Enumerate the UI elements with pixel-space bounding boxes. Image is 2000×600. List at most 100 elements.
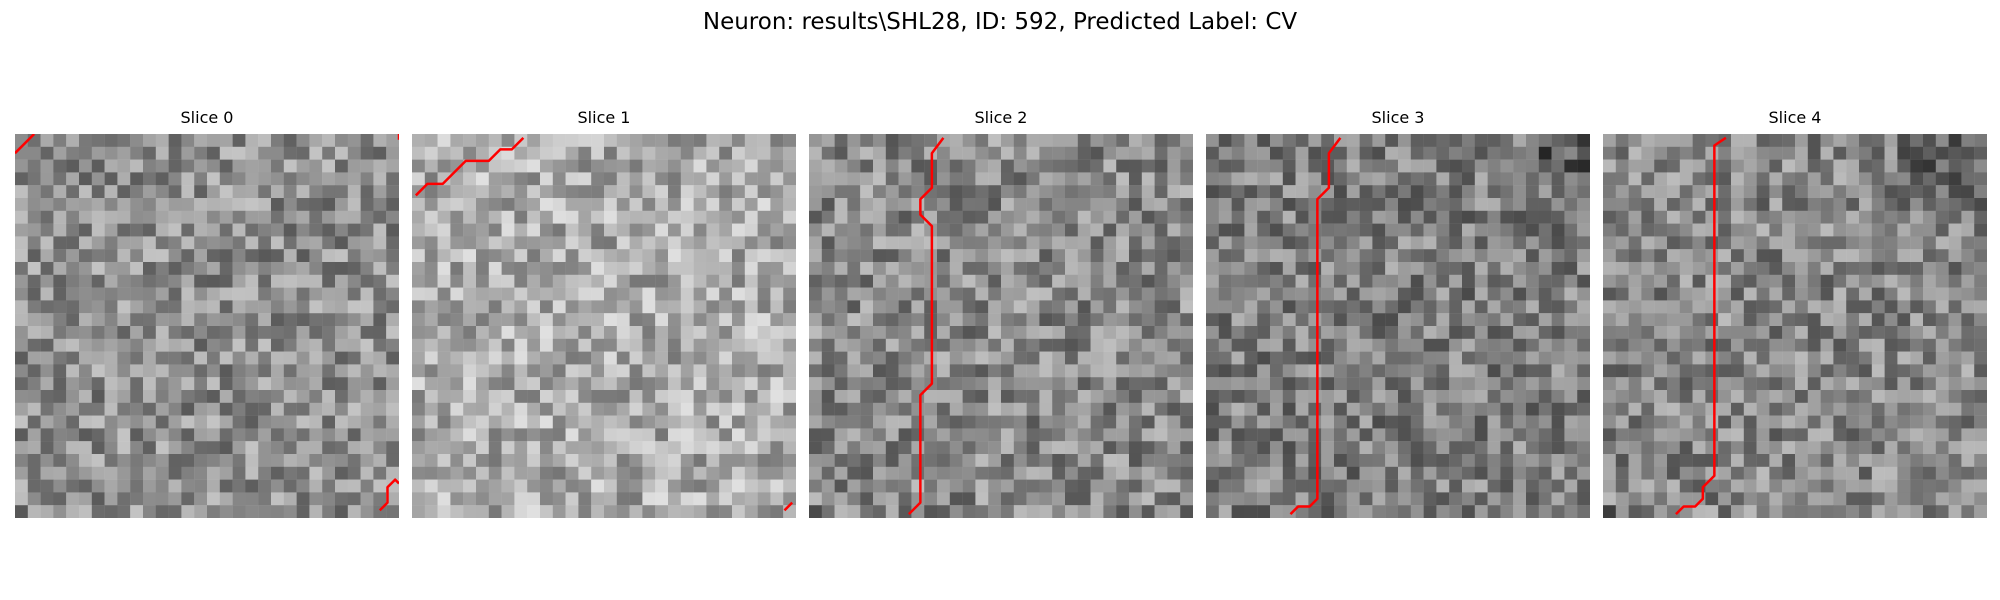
pixel-cell	[1718, 223, 1732, 237]
pixel-cell	[578, 428, 592, 442]
pixel-cell	[847, 159, 861, 173]
pixel-cell	[885, 390, 899, 403]
pixel-cell	[1321, 505, 1335, 518]
pixel-cell	[296, 146, 310, 160]
pixel-cell	[1308, 223, 1322, 237]
pixel-cell	[463, 441, 477, 455]
pixel-cell	[731, 492, 745, 506]
pixel-cell	[1116, 261, 1130, 275]
pixel-cell	[873, 415, 886, 429]
pixel-cell	[66, 300, 80, 314]
pixel-cell	[1782, 338, 1796, 352]
pixel-cell	[1077, 146, 1091, 160]
pixel-cell	[1513, 402, 1527, 416]
pixel-cell	[245, 428, 259, 442]
pixel-cell	[1141, 326, 1155, 339]
pixel-cell	[168, 402, 182, 416]
pixel-cell	[1026, 146, 1040, 160]
pixel-cell	[1026, 287, 1040, 301]
pixel-cell	[873, 402, 886, 416]
pixel-cell	[1154, 364, 1168, 378]
pixel-cell	[1039, 415, 1053, 429]
pixel-cell	[1769, 326, 1783, 339]
pixel-cell	[1782, 172, 1796, 186]
pixel-cell	[1513, 287, 1527, 301]
pixel-cell	[1628, 402, 1642, 416]
pixel-cell	[117, 198, 131, 211]
pixel-cell	[79, 377, 92, 391]
pixel-cell	[1846, 274, 1860, 288]
pixel-cell	[40, 326, 54, 339]
pixel-cell	[334, 300, 348, 314]
pixel-cell	[847, 466, 861, 480]
pixel-cell	[104, 505, 118, 518]
pixel-cell	[1551, 146, 1565, 160]
pixel-cell	[296, 185, 310, 199]
pixel-cell	[949, 261, 963, 275]
pixel-cell	[1065, 505, 1078, 518]
pixel-cell	[1295, 223, 1309, 237]
pixel-cell	[53, 185, 67, 199]
pixel-cell	[911, 415, 925, 429]
pixel-cell	[347, 466, 361, 480]
pixel-cell	[1897, 326, 1911, 339]
pixel-cell	[66, 223, 80, 237]
pixel-cell	[1410, 402, 1424, 416]
pixel-cell	[1372, 390, 1386, 403]
pixel-cell	[539, 274, 553, 288]
pixel-cell	[1667, 428, 1680, 442]
pixel-cell	[309, 479, 323, 493]
pixel-cell	[911, 466, 925, 480]
pixel-cell	[578, 466, 592, 480]
pixel-cell	[629, 287, 643, 301]
pixel-cell	[1423, 300, 1437, 314]
pixel-cell	[1333, 146, 1347, 160]
pixel-cell	[1564, 338, 1578, 352]
pixel-cell	[975, 505, 989, 518]
pixel-cell	[53, 326, 67, 339]
pixel-cell	[194, 338, 208, 352]
pixel-cell	[117, 377, 131, 391]
pixel-cell	[412, 390, 425, 403]
pixel-cell	[117, 326, 131, 339]
pixel-cell	[334, 377, 348, 391]
pixel-cell	[885, 172, 899, 186]
pixel-cell	[527, 351, 541, 365]
pixel-cell	[1897, 390, 1911, 403]
pixel-cell	[1846, 377, 1860, 391]
pixel-cell	[53, 249, 67, 263]
pixel-cell	[1551, 402, 1565, 416]
pixel-cell	[1090, 146, 1104, 160]
pixel-cell	[373, 441, 387, 455]
pixel-cell	[1244, 326, 1258, 339]
pixel-cell	[1436, 249, 1450, 263]
pixel-cell	[1513, 210, 1527, 224]
pixel-cell	[1333, 313, 1347, 327]
pixel-cell	[1935, 441, 1949, 455]
pixel-cell	[1820, 172, 1834, 186]
pixel-cell	[1333, 428, 1347, 442]
pixel-cell	[1705, 441, 1719, 455]
pixel-cell	[1641, 223, 1655, 237]
pixel-cell	[1910, 185, 1924, 199]
pixel-cell	[450, 185, 464, 199]
pixel-cell	[412, 441, 425, 455]
pixel-cell	[463, 415, 477, 429]
pixel-cell	[1423, 351, 1437, 365]
pixel-cell	[565, 441, 579, 455]
slice-image	[1206, 134, 1590, 518]
pixel-cell	[194, 249, 208, 263]
pixel-cell	[232, 274, 246, 288]
pixel-cell	[1948, 466, 1962, 480]
pixel-cell	[1090, 505, 1104, 518]
pixel-cell	[1705, 159, 1719, 173]
pixel-cell	[1180, 146, 1193, 160]
pixel-cell	[309, 402, 323, 416]
pixel-cell	[1090, 274, 1104, 288]
pixel-cell	[1948, 338, 1962, 352]
pixel-cell	[1346, 261, 1360, 275]
pixel-cell	[1961, 185, 1975, 199]
pixel-cell	[463, 287, 477, 301]
pixel-cell	[1154, 428, 1168, 442]
pixel-cell	[1884, 492, 1898, 506]
